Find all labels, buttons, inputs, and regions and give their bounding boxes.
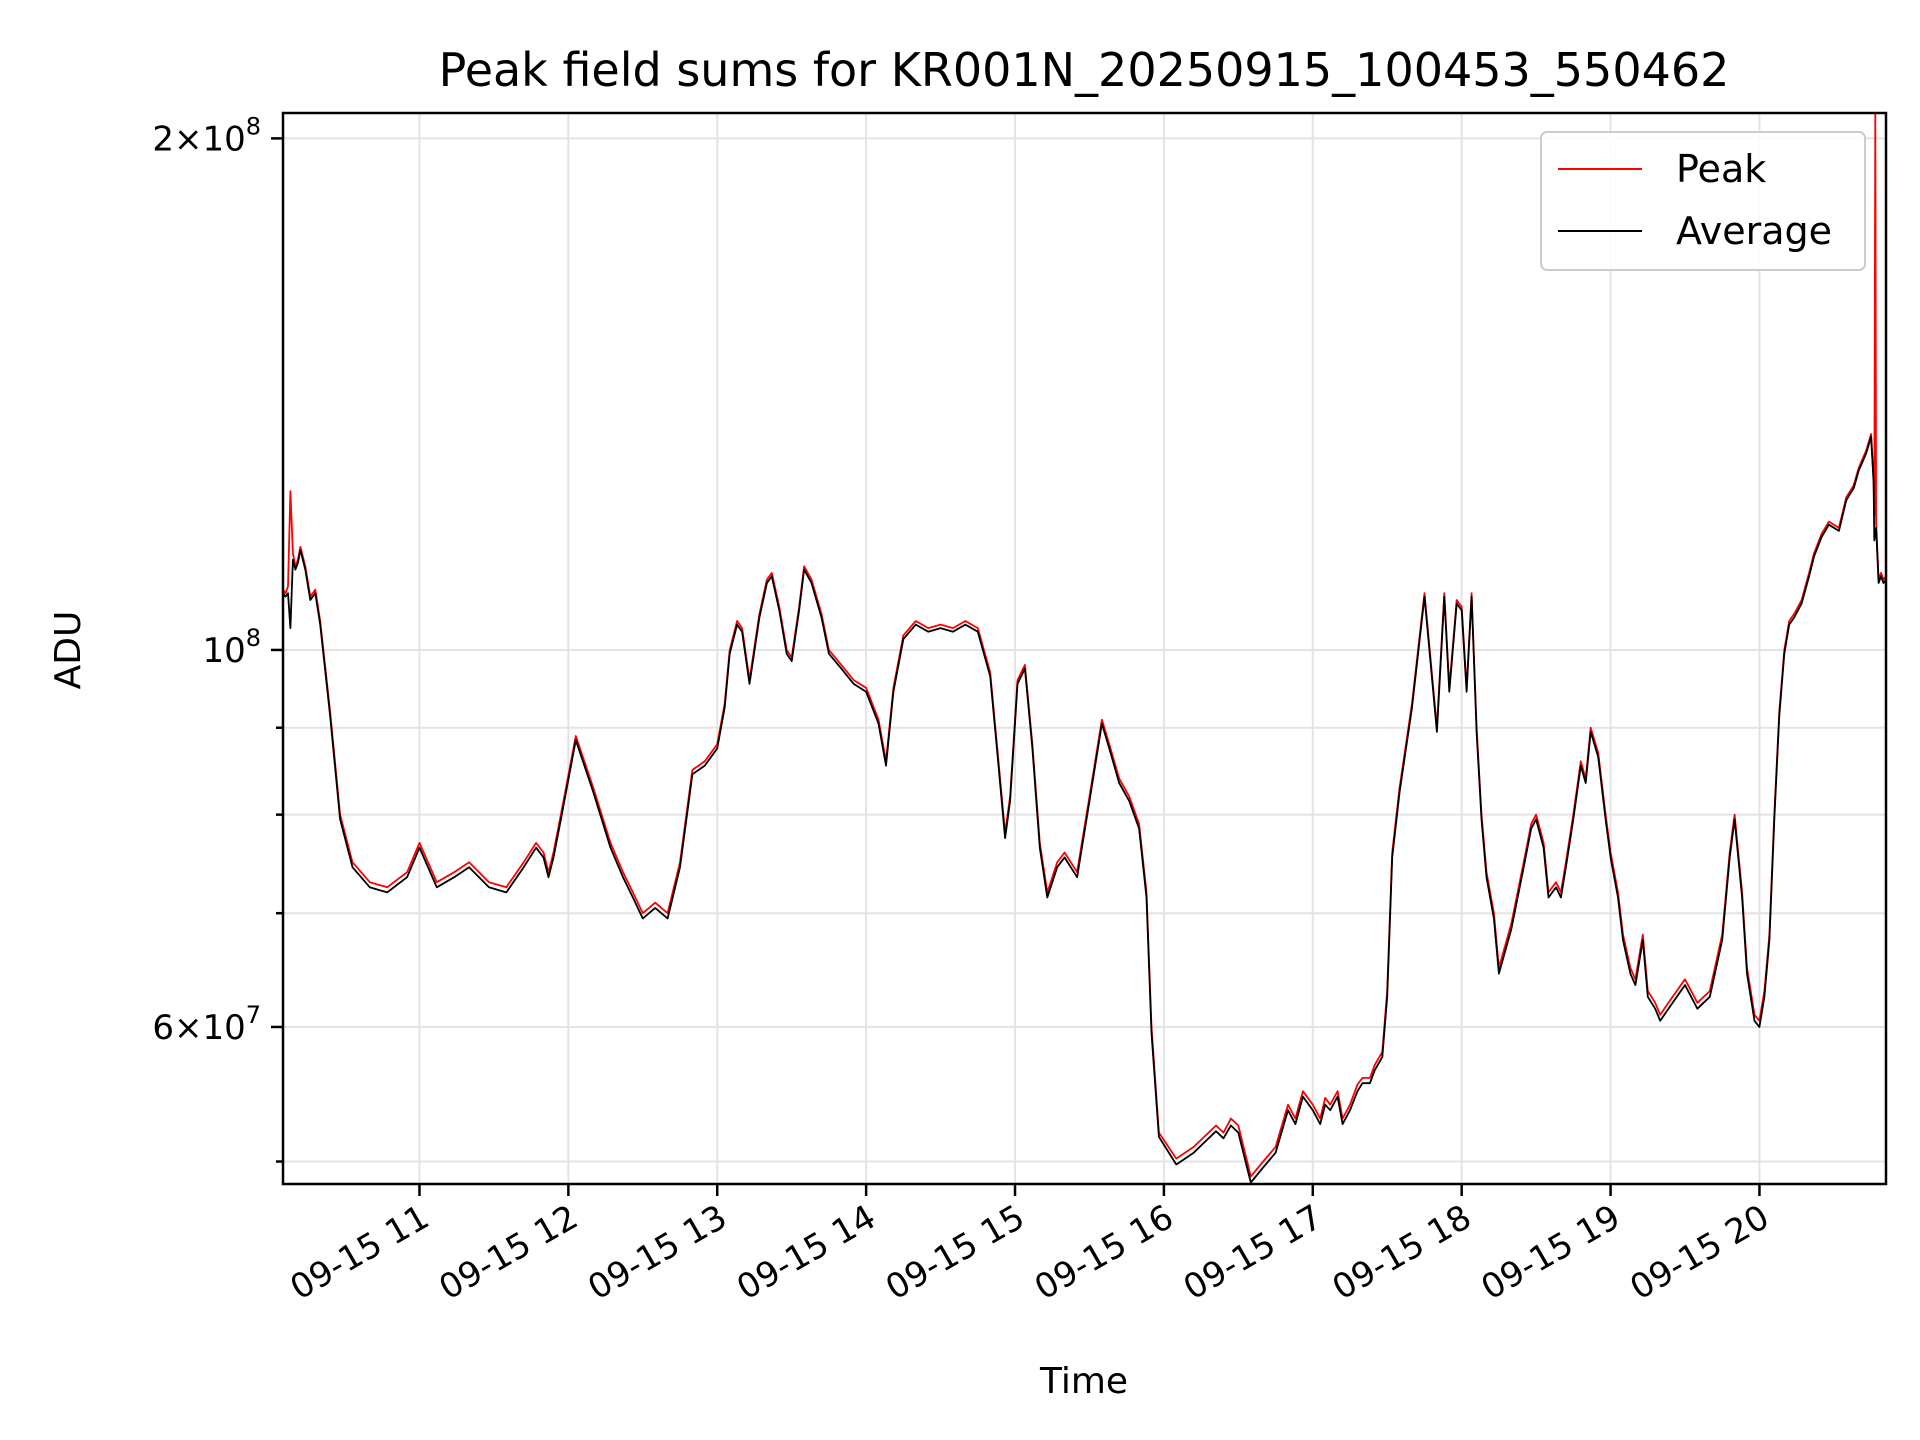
y-axis-label: ADU: [48, 611, 89, 690]
plot-frame: [281, 111, 1888, 1186]
legend: Peak Average: [1540, 131, 1866, 271]
plot-series-group: [283, 113, 1886, 1184]
y-axis: 2×108 108 6×107: [152, 112, 283, 1163]
legend-label-average: Average: [1676, 209, 1832, 253]
legend-label-peak: Peak: [1676, 147, 1766, 191]
y-tick-label: 6×107: [152, 1001, 261, 1048]
series-line-peak: [283, 113, 1886, 1178]
x-axis-label: Time: [1039, 1361, 1128, 1402]
legend-box: [1540, 131, 1866, 271]
grid: [283, 113, 1886, 1184]
chart-title: Peak field sums for KR001N_20250915_1004…: [439, 43, 1730, 97]
y-tick-label: 2×108: [152, 112, 261, 159]
series-line-average: [283, 435, 1886, 1184]
y-tick-label: 108: [202, 624, 261, 671]
